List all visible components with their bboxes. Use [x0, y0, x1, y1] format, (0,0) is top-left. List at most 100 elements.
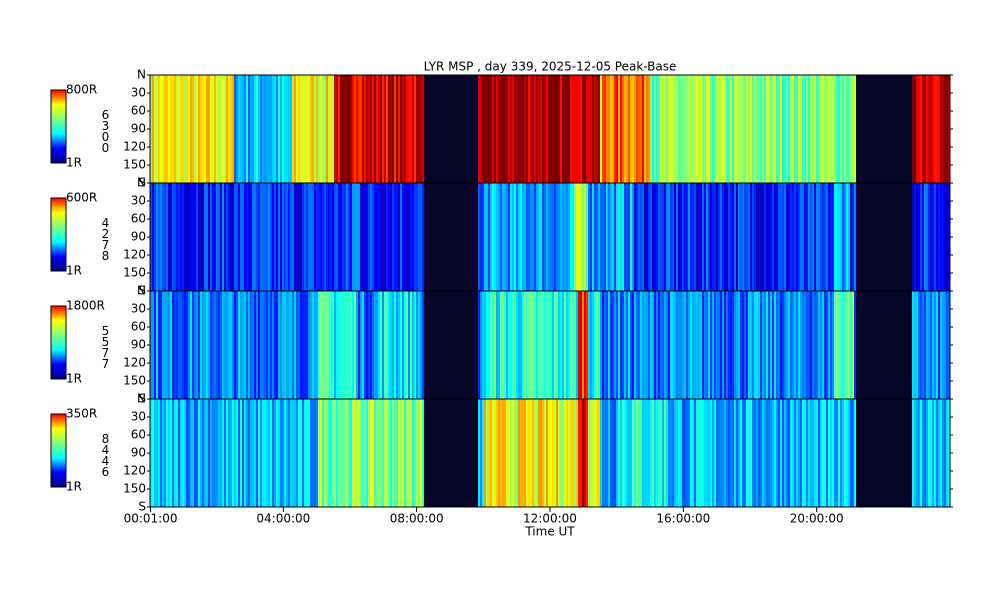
texture-stripe	[754, 399, 756, 507]
texture-stripe	[428, 399, 430, 507]
texture-stripe	[790, 291, 792, 399]
texture-stripe	[416, 75, 418, 183]
texture-stripe	[794, 291, 796, 399]
texture-stripe	[876, 399, 878, 507]
texture-stripe	[222, 399, 224, 507]
texture-stripe	[302, 399, 304, 507]
texture-stripe	[386, 183, 388, 291]
texture-stripe	[228, 399, 230, 507]
texture-stripe	[728, 183, 730, 291]
texture-stripe	[548, 183, 550, 291]
texture-stripe	[394, 291, 396, 399]
texture-stripe	[568, 75, 570, 183]
texture-stripe	[416, 291, 418, 399]
texture-stripe	[350, 75, 352, 183]
texture-stripe	[790, 399, 792, 507]
texture-stripe	[166, 291, 168, 399]
texture-stripe	[394, 75, 396, 183]
texture-stripe	[724, 75, 726, 183]
texture-stripe	[618, 399, 620, 507]
texture-stripe	[924, 183, 926, 291]
texture-stripe	[286, 399, 288, 507]
texture-stripe	[386, 291, 388, 399]
texture-stripe	[228, 183, 230, 291]
texture-stripe	[376, 183, 378, 291]
texture-stripe	[294, 183, 296, 291]
texture-stripe	[292, 291, 294, 399]
texture-stripe	[396, 399, 398, 507]
y-tick-label: 120	[123, 464, 146, 478]
texture-stripe	[652, 75, 654, 183]
texture-stripe	[810, 183, 812, 291]
texture-stripe	[236, 291, 238, 399]
texture-stripe	[628, 75, 630, 183]
texture-stripe	[874, 183, 876, 291]
texture-stripe	[542, 183, 544, 291]
texture-stripe	[392, 399, 394, 507]
texture-stripe	[282, 291, 284, 399]
texture-stripe	[352, 291, 354, 399]
texture-stripe	[328, 183, 330, 291]
texture-stripe	[922, 291, 924, 399]
texture-stripe	[770, 75, 772, 183]
texture-stripe	[606, 75, 608, 183]
texture-stripe	[754, 75, 756, 183]
texture-stripe	[676, 183, 678, 291]
texture-stripe	[610, 75, 612, 183]
texture-stripe	[466, 399, 468, 507]
texture-stripe	[458, 291, 460, 399]
texture-stripe	[616, 399, 618, 507]
texture-stripe	[600, 399, 602, 507]
texture-stripe	[920, 399, 922, 507]
texture-stripe	[436, 291, 438, 399]
texture-stripe	[556, 75, 558, 183]
texture-stripe	[336, 291, 338, 399]
texture-stripe	[170, 291, 172, 399]
texture-stripe	[924, 399, 926, 507]
texture-stripe	[300, 291, 302, 399]
texture-stripe	[168, 291, 170, 399]
texture-stripe	[300, 399, 302, 507]
texture-stripe	[486, 183, 488, 291]
texture-stripe	[674, 291, 676, 399]
texture-stripe	[194, 183, 196, 291]
texture-stripe	[642, 75, 644, 183]
texture-stripe	[400, 75, 402, 183]
texture-stripe	[770, 399, 772, 507]
texture-stripe	[716, 399, 718, 507]
texture-stripe	[678, 399, 680, 507]
texture-stripe	[870, 75, 872, 183]
texture-stripe	[880, 75, 882, 183]
texture-stripe	[660, 183, 662, 291]
texture-stripe	[254, 183, 256, 291]
texture-stripe	[150, 183, 152, 291]
texture-stripe	[156, 291, 158, 399]
texture-stripe	[850, 183, 852, 291]
texture-stripe	[870, 399, 872, 507]
texture-stripe	[522, 399, 524, 507]
texture-stripe	[794, 183, 796, 291]
texture-stripe	[190, 75, 192, 183]
texture-stripe	[498, 75, 500, 183]
texture-stripe	[204, 291, 206, 399]
texture-stripe	[646, 399, 648, 507]
texture-stripe	[692, 75, 694, 183]
texture-stripe	[424, 75, 426, 183]
texture-stripe	[306, 75, 308, 183]
texture-stripe	[442, 183, 444, 291]
texture-stripe	[704, 183, 706, 291]
texture-stripe	[418, 291, 420, 399]
texture-stripe	[456, 291, 458, 399]
texture-stripe	[652, 183, 654, 291]
texture-stripe	[608, 75, 610, 183]
texture-stripe	[234, 399, 236, 507]
texture-stripe	[692, 291, 694, 399]
texture-stripe	[658, 75, 660, 183]
texture-stripe	[852, 183, 854, 291]
texture-stripe	[554, 183, 556, 291]
texture-stripe	[314, 75, 316, 183]
texture-stripe	[478, 183, 480, 291]
texture-stripe	[498, 399, 500, 507]
texture-stripe	[624, 291, 626, 399]
texture-stripe	[220, 291, 222, 399]
